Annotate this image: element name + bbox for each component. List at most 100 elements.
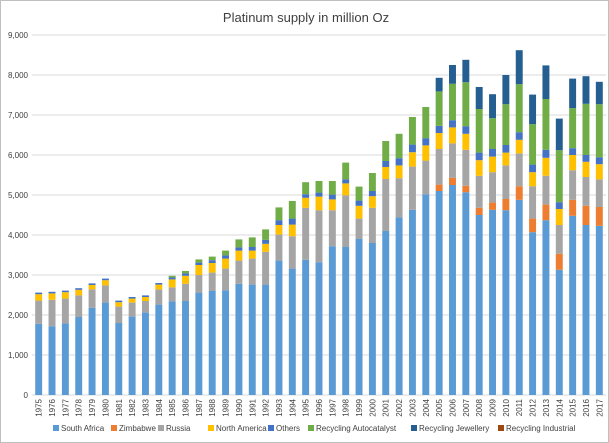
bar-segment-zimbabwe <box>555 253 563 270</box>
bar-segment-north-america <box>395 165 403 179</box>
bar-segment-south-africa <box>222 290 230 395</box>
bar-segment-recycling-autocatalyst <box>248 237 256 247</box>
bar-segment-russia <box>462 149 470 186</box>
bar-segment-russia <box>489 172 496 203</box>
bars <box>35 50 603 395</box>
bar-segment-others <box>208 260 216 263</box>
bar-segment-others <box>275 220 283 225</box>
bar-segment-zimbabwe <box>489 202 496 210</box>
legend-label: Recycling Jewellery <box>419 424 489 433</box>
legend-label: Others <box>276 424 300 433</box>
bar-segment-south-africa <box>395 217 403 395</box>
bar-segment-south-africa <box>115 323 123 395</box>
legend-item: Russia <box>158 424 191 433</box>
bar-segment-others <box>182 273 189 276</box>
legend-item: North America <box>208 424 267 433</box>
bar-segment-south-africa <box>235 283 243 395</box>
bar-segment-others <box>328 194 336 200</box>
bar-segment-others <box>195 262 203 265</box>
bar-segment-south-africa <box>382 231 390 395</box>
bar-segment-russia <box>328 210 336 247</box>
x-tick-label: 1992 <box>262 398 271 416</box>
bar-segment-others <box>342 179 350 184</box>
bar-segment-south-africa <box>408 209 416 395</box>
bar-segment-zimbabwe <box>529 218 537 233</box>
bar-segment-south-africa <box>342 247 350 395</box>
bar-segment-others <box>355 200 363 206</box>
bar-segment-north-america <box>449 127 456 144</box>
x-tick-label: 2016 <box>582 398 591 416</box>
y-tick-label: 8,000 <box>8 71 29 80</box>
bar-segment-south-africa <box>489 209 496 395</box>
bar-segment-others <box>555 202 563 209</box>
bar-segment-south-africa <box>462 192 470 395</box>
bar-segment-others <box>61 290 69 293</box>
x-tick-label: 2006 <box>448 398 457 416</box>
bar-segment-zimbabwe <box>502 199 510 211</box>
bar-segment-russia <box>195 275 203 293</box>
x-tick-label: 2002 <box>395 398 404 416</box>
bar-segment-north-america <box>462 133 470 150</box>
bar-segment-zimbabwe <box>435 184 443 191</box>
bar-segment-others <box>475 152 483 161</box>
bar-segment-russia <box>355 218 363 239</box>
bar-segment-south-africa <box>141 312 149 395</box>
bar-segment-others <box>462 126 470 134</box>
y-tick-label: 1,000 <box>8 351 29 360</box>
bar-segment-russia <box>35 300 43 324</box>
bar-segment-russia <box>555 225 563 254</box>
bar-segment-recycling-autocatalyst <box>515 84 523 133</box>
x-tick-label: 1982 <box>128 398 137 416</box>
bar-segment-russia <box>382 179 390 231</box>
bar-segment-others <box>368 191 376 197</box>
bar-segment-russia <box>449 143 456 178</box>
bar-segment-recycling-jewellery <box>542 65 550 99</box>
x-tick-label: 1980 <box>101 398 110 416</box>
bar-segment-south-africa <box>288 268 296 395</box>
bar-segment-north-america <box>515 139 523 154</box>
bar-segment-south-africa <box>502 210 510 395</box>
bar-segment-others <box>101 278 109 281</box>
legend-item: Recycling Industrial <box>498 424 576 433</box>
bar-segment-recycling-autocatalyst <box>542 99 550 150</box>
bar-segment-others <box>141 295 149 297</box>
x-tick-label: 2003 <box>408 398 417 416</box>
y-tick-label: 6,000 <box>8 151 29 160</box>
bar-segment-south-africa <box>168 301 176 395</box>
bar-segment-north-america <box>88 285 96 290</box>
bar-segment-russia <box>168 287 176 302</box>
bar-segment-recycling-autocatalyst <box>569 108 577 149</box>
x-tick-label: 2004 <box>422 398 431 416</box>
bar-segment-russia <box>48 299 56 327</box>
bar-segment-recycling-autocatalyst <box>168 275 176 278</box>
bar-segment-north-america <box>555 209 563 225</box>
bar-segment-others <box>315 192 323 197</box>
bar-segment-north-america <box>128 298 136 303</box>
bar-segment-others <box>155 283 163 285</box>
bar-segment-north-america <box>342 183 350 196</box>
bar-segment-others <box>115 300 123 303</box>
bar-segment-north-america <box>155 284 163 290</box>
bar-segment-recycling-autocatalyst <box>235 239 243 248</box>
bar-segment-zimbabwe <box>542 204 550 221</box>
bar-segment-russia <box>75 295 83 317</box>
bar-segment-others <box>435 125 443 133</box>
bar-segment-recycling-autocatalyst <box>435 91 443 126</box>
bar-segment-north-america <box>569 155 577 171</box>
x-tick-label: 2001 <box>382 398 391 416</box>
bar-segment-south-africa <box>582 225 590 395</box>
bar-segment-russia <box>235 260 243 284</box>
legend-swatch <box>411 425 417 431</box>
bar-segment-russia <box>88 289 96 308</box>
bar-segment-russia <box>302 207 310 260</box>
bar-segment-russia <box>275 234 283 261</box>
legend-swatch <box>111 425 117 431</box>
bar-segment-south-africa <box>555 269 563 395</box>
bar-segment-others <box>542 149 550 158</box>
bar-segment-north-america <box>408 152 416 167</box>
bar-segment-north-america <box>208 263 216 273</box>
bar-segment-recycling-jewellery <box>555 118 563 151</box>
legend-item: Recycling Jewellery <box>411 424 489 433</box>
x-tick-label: 1986 <box>182 398 191 416</box>
